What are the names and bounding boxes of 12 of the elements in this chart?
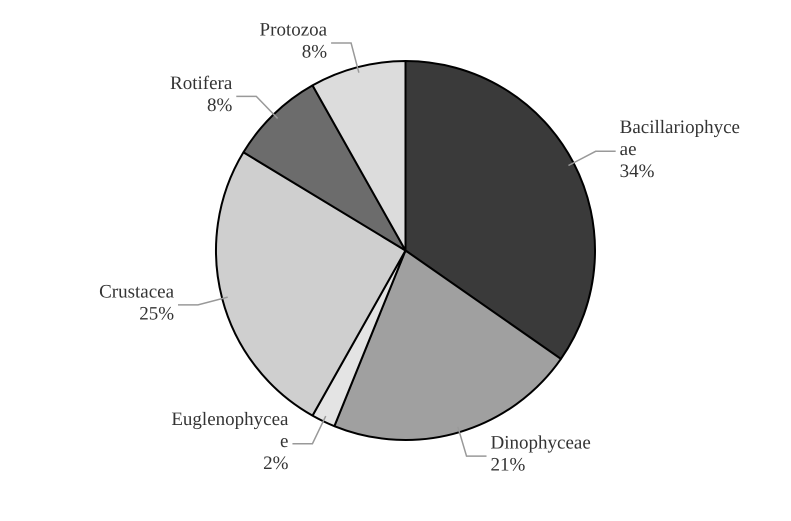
data-label: 2% <box>263 453 289 474</box>
data-label: 34% <box>620 160 655 182</box>
slice-label: Dinophyceae <box>490 432 591 454</box>
slice-label: Bacillariophyceae <box>620 116 740 160</box>
slice-label: Protozoa <box>260 20 328 40</box>
data-label: 8% <box>302 42 328 62</box>
data-label: 8% <box>206 94 232 116</box>
slice-label: Crustacea <box>99 281 175 302</box>
data-label: 25% <box>139 303 174 324</box>
slice-label: Euglenophyceae <box>171 409 289 452</box>
data-label: 21% <box>490 454 526 476</box>
slice-label: Rotifera <box>170 72 233 94</box>
